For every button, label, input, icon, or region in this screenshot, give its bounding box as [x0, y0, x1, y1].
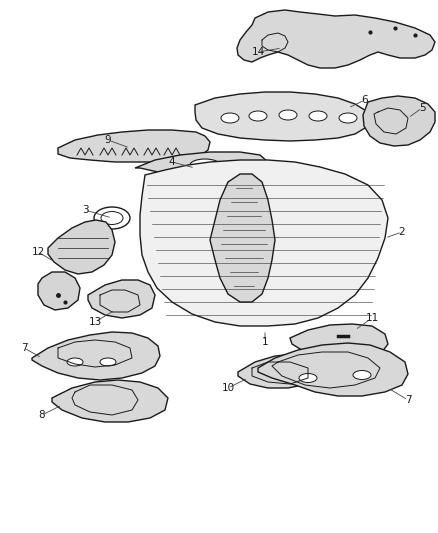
Polygon shape — [238, 354, 322, 388]
Text: 13: 13 — [88, 317, 102, 327]
Ellipse shape — [279, 110, 297, 120]
Ellipse shape — [101, 212, 123, 224]
Polygon shape — [52, 380, 168, 422]
Ellipse shape — [353, 370, 371, 379]
Text: 4: 4 — [169, 157, 175, 167]
Ellipse shape — [221, 113, 239, 123]
Ellipse shape — [94, 207, 130, 229]
Polygon shape — [290, 324, 388, 360]
Polygon shape — [237, 10, 435, 68]
Polygon shape — [48, 220, 115, 274]
Text: 12: 12 — [32, 247, 45, 257]
Text: 14: 14 — [251, 47, 265, 57]
Text: 9: 9 — [105, 135, 111, 145]
Polygon shape — [135, 152, 268, 178]
Polygon shape — [38, 272, 80, 310]
Ellipse shape — [249, 111, 267, 121]
Text: 6: 6 — [362, 95, 368, 105]
Text: 8: 8 — [39, 410, 45, 420]
Polygon shape — [210, 174, 275, 302]
Polygon shape — [88, 280, 155, 318]
Polygon shape — [58, 130, 210, 162]
Polygon shape — [140, 160, 388, 326]
Text: 5: 5 — [419, 103, 425, 113]
Polygon shape — [258, 343, 408, 396]
Ellipse shape — [190, 159, 220, 171]
Text: 2: 2 — [399, 227, 405, 237]
Ellipse shape — [309, 111, 327, 121]
Ellipse shape — [100, 358, 116, 366]
Ellipse shape — [339, 113, 357, 123]
Polygon shape — [32, 332, 160, 380]
Text: 7: 7 — [405, 395, 411, 405]
Text: 3: 3 — [82, 205, 88, 215]
Text: 7: 7 — [21, 343, 27, 353]
Text: 10: 10 — [222, 383, 235, 393]
Ellipse shape — [299, 374, 317, 383]
Polygon shape — [195, 92, 370, 141]
Text: 11: 11 — [365, 313, 378, 323]
Polygon shape — [363, 96, 435, 146]
Text: 1: 1 — [261, 337, 268, 347]
Ellipse shape — [67, 358, 83, 366]
